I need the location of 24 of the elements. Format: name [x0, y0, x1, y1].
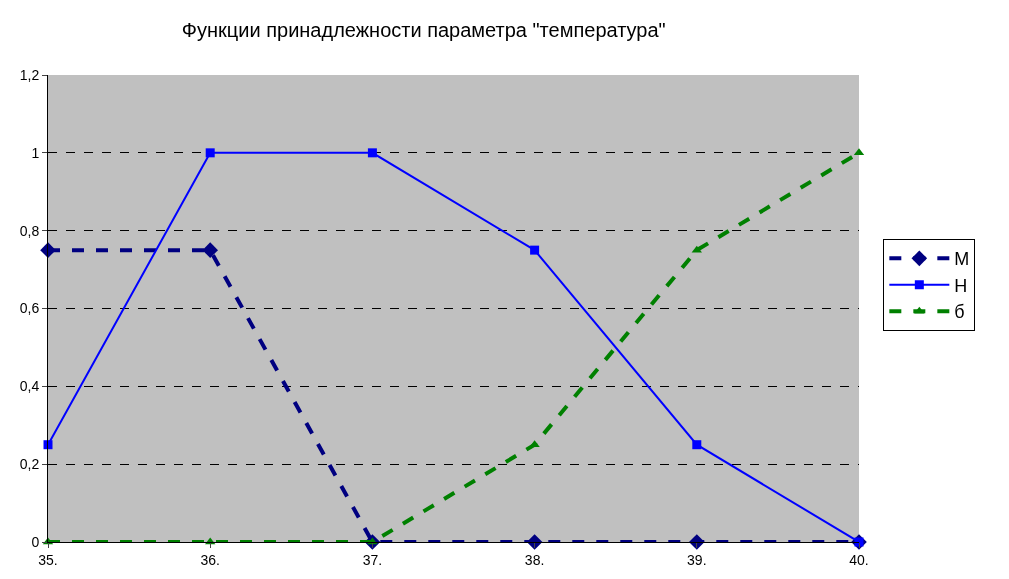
legend-label: М	[954, 249, 970, 270]
x-tick-label: 39.	[687, 551, 707, 568]
point	[202, 242, 218, 258]
point	[205, 148, 215, 158]
x-tick-label: 37.	[362, 551, 383, 568]
y-tick-label: 0,2	[19, 456, 40, 473]
point	[689, 534, 705, 550]
y-tick-label: 0,4	[19, 378, 40, 395]
point	[367, 148, 377, 158]
y-tick-label: 1	[31, 144, 40, 161]
point	[526, 534, 543, 550]
chart-title: Функции принадлежности параметра "температура"	[181, 19, 666, 42]
point	[530, 245, 540, 255]
x-tick-label: 38.	[524, 551, 545, 568]
legend-label: б	[954, 302, 965, 323]
x-tick-label: 36.	[200, 551, 220, 568]
y-tick-label: 0,8	[19, 222, 40, 239]
y-tick-label: 0	[31, 533, 40, 550]
legend-label: Н	[954, 275, 968, 296]
x-tick-label: 35.	[38, 551, 58, 568]
y-tick-label: 0,6	[19, 300, 40, 317]
point	[692, 440, 702, 450]
x-tick-label: 40.	[849, 551, 869, 568]
y-tick-label: 1,2	[19, 66, 40, 83]
